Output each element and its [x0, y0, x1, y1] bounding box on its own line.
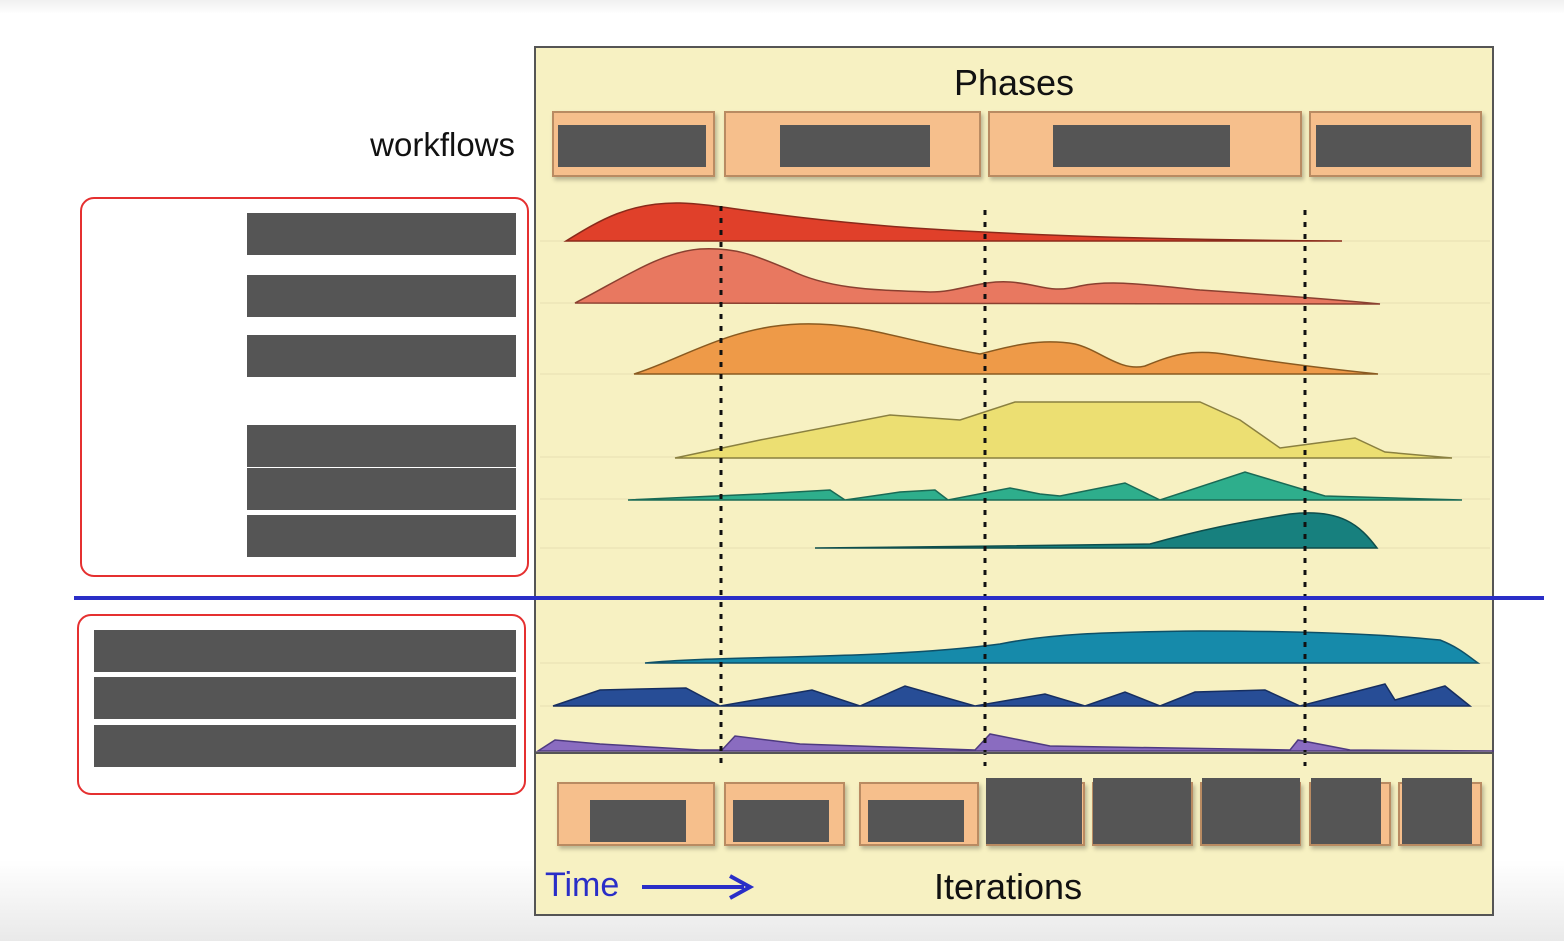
workflow-hump-9 — [535, 733, 1495, 752]
phase-box-3 — [988, 111, 1302, 177]
iteration-name-redacted — [590, 800, 686, 842]
time-label: Time — [545, 866, 620, 904]
workflow-hump-7 — [644, 630, 1481, 664]
workflow-label-redacted-3 — [247, 335, 516, 377]
workflow-hump-6 — [814, 512, 1379, 549]
workflow-label-redacted-4 — [247, 425, 516, 467]
time-arrow-icon — [642, 874, 755, 900]
iteration-name-redacted — [1402, 778, 1472, 844]
iteration-box-6 — [1200, 778, 1301, 846]
workflow-label-redacted-1 — [247, 213, 516, 255]
support-label-redacted-1 — [94, 630, 516, 672]
workflow-label-redacted-6 — [247, 515, 516, 557]
iteration-name-redacted — [986, 778, 1082, 844]
iteration-box-1 — [557, 782, 715, 846]
workflow-divider — [74, 596, 1544, 600]
phase-name-redacted — [1316, 125, 1471, 167]
iteration-area-border — [536, 752, 1494, 754]
support-label-redacted-2 — [94, 677, 516, 719]
iteration-box-4 — [986, 778, 1085, 846]
iteration-name-redacted — [1311, 778, 1381, 844]
phase-name-redacted — [558, 125, 706, 167]
phase-name-redacted — [780, 125, 930, 167]
phase-box-2 — [724, 111, 981, 177]
phase-name-redacted — [1053, 125, 1230, 167]
workflow-label-redacted-2 — [247, 275, 516, 317]
iteration-box-7 — [1309, 778, 1391, 846]
workflow-hump-4 — [674, 401, 1453, 459]
workflow-hump-2 — [574, 248, 1381, 305]
workflow-label-redacted-5 — [247, 468, 516, 510]
workflow-hump-5 — [627, 471, 1463, 501]
phase-box-4 — [1309, 111, 1482, 177]
core-workflows-highlight — [80, 197, 529, 577]
support-label-redacted-3 — [94, 725, 516, 767]
workflows-label: workflows — [370, 126, 515, 163]
iteration-box-3 — [859, 782, 979, 846]
iteration-name-redacted — [1093, 778, 1191, 844]
top-shade — [0, 0, 1564, 14]
iteration-name-redacted — [1202, 778, 1300, 844]
workflow-hump-3 — [633, 323, 1379, 375]
iteration-box-2 — [724, 782, 845, 846]
milestone-lines — [719, 206, 1307, 766]
iteration-name-redacted — [733, 800, 829, 842]
iterations-label: Iterations — [934, 866, 1083, 907]
phase-box-1 — [552, 111, 715, 177]
workflow-hump-1 — [563, 202, 1343, 242]
supporting-workflows-highlight — [77, 614, 526, 795]
workflow-hump-8 — [552, 683, 1473, 707]
iteration-box-8 — [1398, 778, 1482, 846]
iteration-box-5 — [1092, 778, 1193, 846]
phases-title: Phases — [953, 62, 1075, 103]
diagram-panel: Phases — [534, 46, 1494, 916]
iteration-name-redacted — [868, 800, 964, 842]
